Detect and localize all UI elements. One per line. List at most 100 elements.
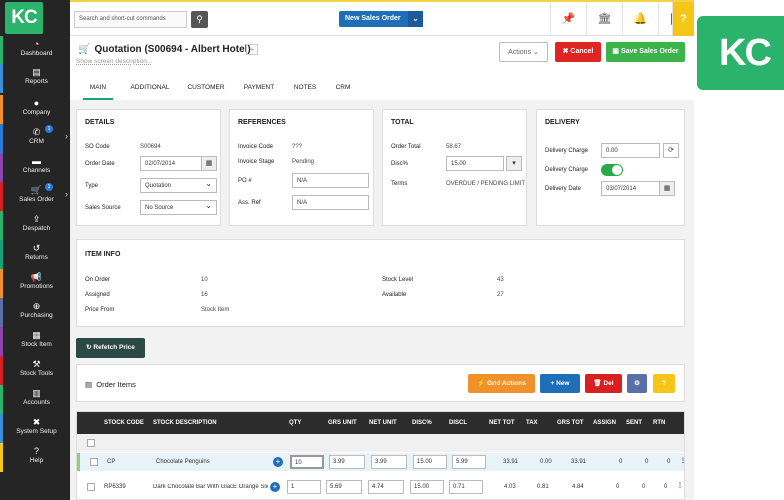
cell-rtn: 0 (667, 459, 671, 465)
pin-icon[interactable]: 📌 (550, 2, 586, 36)
sidebar-item-dashboard[interactable]: ◔ Dashboard (0, 36, 70, 65)
discl-input[interactable]: 0.71 (449, 480, 483, 494)
row-menu-icon[interactable]: ⋮ (680, 457, 684, 464)
qty-input[interactable]: 10 (290, 455, 324, 469)
sidebar-item-crm[interactable]: ✆ CRM 1 › (0, 124, 70, 153)
tab-crm[interactable]: CRM (335, 84, 351, 91)
grid-actions-button[interactable]: ⚡ Grid Actions (468, 374, 535, 393)
search-button[interactable]: ⚲ (191, 11, 208, 28)
sidebar-item-help[interactable]: ? Help (0, 443, 70, 472)
item-info-panel: ITEM INFO On Order 10 Assigned 16 Price … (76, 239, 685, 327)
disc-field[interactable]: 15.00 (446, 156, 504, 171)
sidebar-item-system-setup[interactable]: ✖ System Setup (0, 414, 70, 443)
refresh-icon[interactable]: ⟳ (663, 143, 679, 158)
sidebar-item-label: System Setup (16, 428, 57, 435)
cart-icon: 🛒 (78, 44, 91, 55)
col-grs-tot[interactable]: GRS TOT (557, 420, 584, 426)
chevron-right-icon[interactable]: › (65, 189, 68, 199)
cancel-button[interactable]: ✖ Cancel (555, 42, 601, 62)
bank-icon[interactable]: 🏛 (586, 2, 622, 36)
qty-input[interactable]: 1 (287, 480, 321, 494)
chevron-down-icon[interactable]: ⌄ (408, 11, 423, 27)
grs-unit-input[interactable]: 3.99 (329, 455, 365, 469)
net-unit-input[interactable]: 4.74 (368, 480, 404, 494)
table-row[interactable]: CP Chocolate Penguins + 10 3.99 3.99 15.… (77, 453, 684, 471)
sales-source-label: Sales Source (85, 205, 121, 211)
sidebar-item-returns[interactable]: ↺ Returns (0, 240, 70, 269)
col-rtn[interactable]: RTN (653, 420, 666, 426)
sidebar-item-promotions[interactable]: 📢 Promotions (0, 269, 70, 298)
col-sent[interactable]: SENT (626, 420, 643, 426)
tab-additional[interactable]: ADDITIONAL (130, 84, 170, 91)
col-qty[interactable]: QTY (289, 420, 302, 426)
delivery-calendar-icon[interactable]: ▦ (659, 181, 675, 196)
help-question-icon[interactable]: ? (672, 2, 694, 36)
tab-main[interactable]: MAIN (83, 79, 113, 100)
disc-pct-input[interactable]: 15.00 (410, 480, 444, 494)
grid-help-button[interactable]: ? (653, 374, 675, 393)
stock-item-icon: ▦ (32, 330, 41, 340)
tab-payment[interactable]: PAYMENT (243, 84, 275, 91)
col-grs-unit[interactable]: GRS UNIT (328, 420, 357, 426)
sales-source-select[interactable]: No Source (140, 200, 217, 215)
order-items-table: STOCK CODE STOCK DESCRIPTION QTY GRS UNI… (76, 411, 685, 500)
sidebar-item-purchasing[interactable]: ⊕ Purchasing (0, 298, 70, 327)
disc-dropdown-icon[interactable]: ▾ (506, 156, 522, 171)
add-icon[interactable]: + (246, 44, 258, 55)
row-menu-icon[interactable]: ⋮ (677, 483, 683, 489)
chevron-right-icon[interactable]: › (65, 131, 68, 141)
dashboard-icon: ◔ (33, 39, 40, 49)
sidebar-item-despatch[interactable]: ⇪ Despatch (0, 211, 70, 240)
so-code-value: S00694 (140, 144, 161, 150)
sidebar-item-company[interactable]: ● Company (0, 95, 70, 124)
net-unit-input[interactable]: 3.99 (371, 455, 407, 469)
col-disc-pct[interactable]: DISC% (412, 420, 432, 426)
close-icon: ✖ (562, 48, 569, 55)
disc-pct-input[interactable]: 15.00 (413, 455, 447, 469)
screen-description-link[interactable]: Show screen description... (76, 58, 153, 65)
sidebar-item-accounts[interactable]: ▥ Accounts (0, 385, 70, 414)
col-stock-description[interactable]: STOCK DESCRIPTION (153, 420, 217, 426)
tab-customer[interactable]: CUSTOMER (187, 84, 225, 91)
discl-input[interactable]: 5.99 (452, 455, 486, 469)
ass-ref-field[interactable]: N/A (292, 195, 369, 210)
kc-logo[interactable]: KC (5, 2, 43, 34)
table-row[interactable]: RP6339 Dark Chocolate Bar With GlacÉ Ora… (77, 478, 684, 496)
type-select[interactable]: Quotation (140, 178, 217, 193)
delivery-charge-toggle[interactable] (601, 164, 623, 176)
sidebar-item-stock-tools[interactable]: ⚒ Stock Tools (0, 356, 70, 385)
calendar-icon[interactable]: ▦ (201, 156, 217, 171)
actions-dropdown[interactable]: Actions ⌄ (499, 42, 548, 62)
row-checkbox[interactable] (87, 483, 95, 491)
col-tax[interactable]: TAX (526, 420, 538, 426)
po-field[interactable]: N/A (292, 173, 369, 188)
sidebar-item-reports[interactable]: ▤ Reports (0, 64, 70, 93)
save-sales-order-button[interactable]: ▣ Save Sales Order (606, 42, 685, 62)
reports-icon: ▤ (32, 67, 41, 77)
order-date-field[interactable]: 02/07/2014 (140, 156, 202, 171)
col-net-tot[interactable]: NET TOT (489, 420, 515, 426)
row-checkbox[interactable] (90, 458, 98, 466)
delivery-charge-field[interactable]: 0.00 (601, 143, 660, 158)
assigned-label: Assigned (85, 292, 110, 298)
col-net-unit[interactable]: NET UNIT (369, 420, 397, 426)
new-sales-order-button[interactable]: New Sales Order ⌄ (339, 11, 423, 27)
bell-icon[interactable]: 🔔 (622, 2, 658, 36)
col-discl[interactable]: DISCL (449, 420, 467, 426)
refetch-price-button[interactable]: ↻ Refetch Price (76, 338, 145, 358)
sidebar-item-sales-order[interactable]: 🛒 Sales Order 1 › (0, 182, 70, 211)
tab-notes[interactable]: NOTES (293, 84, 317, 91)
sidebar-item-channels[interactable]: ▬ Channels (0, 153, 70, 182)
select-all-checkbox[interactable] (87, 439, 95, 447)
col-stock-code[interactable]: STOCK CODE (104, 420, 144, 426)
delivery-date-field[interactable]: 03/07/2014 (601, 181, 660, 196)
settings-icon[interactable]: ⚙ (627, 374, 647, 393)
add-circle-icon[interactable]: + (273, 457, 283, 467)
new-button[interactable]: + New (540, 374, 580, 393)
search-input[interactable]: Search and short-cut commands (74, 11, 187, 28)
delete-button[interactable]: 🗑 Del (585, 374, 622, 393)
col-assign[interactable]: ASSIGN (593, 420, 617, 426)
grs-unit-input[interactable]: 5.69 (326, 480, 362, 494)
add-circle-icon[interactable]: + (270, 482, 280, 492)
sidebar-item-stock-item[interactable]: ▦ Stock Item (0, 327, 70, 356)
